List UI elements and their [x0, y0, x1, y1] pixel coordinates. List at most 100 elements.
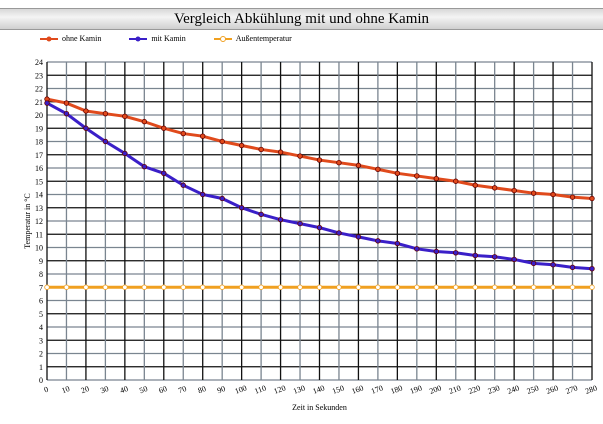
x-tick-label: 30	[99, 384, 110, 395]
y-tick-label: 13	[35, 204, 43, 213]
y-tick-label: 24	[35, 58, 43, 67]
data-point	[219, 195, 225, 202]
data-point	[200, 133, 206, 139]
data-point	[336, 159, 342, 166]
x-tick-label: 0	[43, 385, 50, 395]
data-point	[453, 178, 459, 184]
data-point	[122, 284, 128, 290]
x-tick-label: 20	[80, 384, 91, 395]
y-tick-label: 4	[39, 323, 43, 332]
data-point	[589, 284, 595, 290]
data-point	[511, 284, 517, 290]
y-tick-label: 14	[35, 191, 43, 200]
data-point	[491, 185, 498, 191]
y-tick-label: 5	[39, 310, 43, 319]
x-tick-label: 200	[428, 383, 442, 396]
y-tick-label: 19	[35, 124, 43, 133]
y-tick-label: 11	[35, 230, 43, 239]
data-point	[511, 187, 517, 194]
data-point	[491, 254, 498, 260]
data-point	[63, 100, 70, 106]
y-tick-label: 12	[35, 217, 43, 226]
data-point	[472, 252, 478, 259]
data-point	[141, 118, 148, 125]
data-point	[102, 284, 109, 290]
data-point	[589, 266, 595, 272]
data-point	[414, 246, 420, 252]
y-tick-label: 8	[39, 270, 43, 279]
x-tick-label: 140	[311, 383, 325, 396]
data-point	[453, 284, 459, 290]
data-point	[180, 182, 186, 188]
data-point	[297, 220, 303, 227]
data-point	[44, 284, 50, 290]
y-tick-label: 2	[39, 350, 43, 359]
y-tick-label: 9	[39, 257, 43, 266]
data-point	[375, 238, 381, 244]
data-point	[491, 284, 498, 290]
data-point	[414, 284, 420, 290]
x-tick-label: 80	[197, 384, 208, 395]
x-tick-label: 240	[506, 383, 520, 396]
data-point	[219, 284, 225, 290]
x-tick-label: 180	[389, 383, 403, 396]
legend-item: mit Kamin	[129, 34, 186, 43]
y-tick-label: 23	[35, 71, 43, 80]
data-point	[63, 284, 70, 290]
x-tick-label: 110	[253, 383, 267, 395]
x-axis-label: Zeit in Sekunden	[292, 403, 347, 412]
y-tick-label: 17	[35, 151, 43, 160]
data-point	[530, 260, 537, 267]
data-point	[161, 284, 167, 290]
data-point	[355, 284, 362, 290]
data-point	[122, 113, 128, 120]
data-point	[102, 110, 109, 117]
data-point	[433, 284, 439, 290]
legend-item: ohne Kamin	[40, 34, 101, 43]
y-tick-label: 1	[39, 363, 43, 372]
data-point	[336, 284, 342, 290]
data-point	[83, 108, 89, 114]
x-tick-label: 230	[487, 383, 501, 396]
data-point	[277, 284, 284, 290]
data-point	[394, 284, 401, 290]
x-tick-label: 170	[370, 383, 384, 396]
data-point	[316, 224, 323, 231]
x-tick-label: 280	[584, 383, 598, 396]
y-axis-label: Temperatur in °C	[23, 193, 32, 249]
x-tick-label: 50	[138, 384, 149, 395]
data-point	[277, 149, 284, 155]
data-point	[394, 170, 401, 176]
data-point	[102, 138, 109, 145]
y-tick-label: 3	[39, 336, 43, 345]
x-tick-label: 130	[292, 383, 306, 396]
data-point	[316, 157, 323, 163]
x-tick-label: 60	[158, 384, 169, 395]
data-point	[83, 284, 89, 290]
data-point	[277, 216, 284, 223]
chart-title: Vergleich Abkühlung mit und ohne Kamin	[0, 8, 603, 30]
data-point	[394, 240, 401, 247]
x-tick-label: 190	[409, 383, 423, 396]
data-point	[122, 150, 128, 157]
data-point	[433, 248, 439, 255]
data-point	[200, 284, 206, 290]
data-point	[375, 166, 381, 173]
data-point	[238, 142, 245, 149]
y-tick-label: 18	[35, 138, 43, 147]
legend-label: ohne Kamin	[62, 34, 102, 43]
x-tick-label: 150	[331, 383, 345, 396]
data-point	[569, 284, 576, 290]
data-point	[550, 262, 556, 268]
x-tick-label: 100	[234, 383, 248, 396]
data-point	[550, 191, 556, 198]
legend: ohne Kamin mit Kamin Außentemperatur	[40, 34, 292, 43]
data-point	[472, 284, 478, 290]
data-point	[355, 234, 362, 240]
data-point	[297, 284, 303, 290]
data-point	[258, 146, 264, 153]
data-point	[141, 163, 148, 170]
data-point	[472, 182, 478, 188]
y-tick-label: 6	[39, 297, 43, 306]
